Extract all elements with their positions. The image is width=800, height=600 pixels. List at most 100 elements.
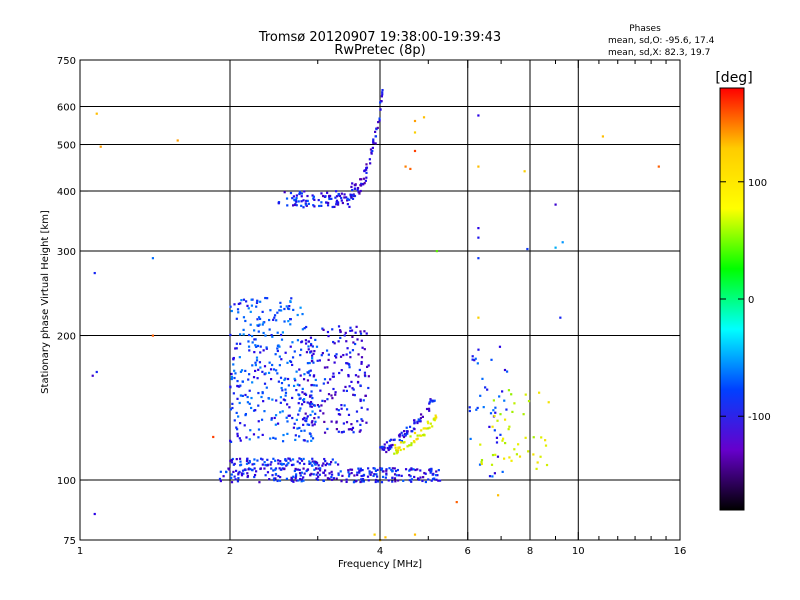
scatter-point <box>269 368 273 371</box>
scatter-point <box>394 480 397 483</box>
scatter-point <box>397 479 400 482</box>
scatter-point <box>292 384 296 388</box>
scatter-point <box>261 458 264 461</box>
scatter-point <box>239 342 242 345</box>
scatter-point <box>399 448 402 452</box>
scatter-point <box>352 481 356 484</box>
scatter-point <box>239 460 242 463</box>
scatter-point <box>330 473 334 476</box>
scatter-point <box>359 399 362 403</box>
scatter-point <box>510 459 513 462</box>
scatter-point <box>279 475 282 479</box>
scatter-point <box>395 474 398 477</box>
scatter-point <box>356 338 359 341</box>
scatter-point <box>314 420 317 423</box>
scatter-point <box>336 201 340 204</box>
scatter-point <box>325 349 329 352</box>
scatter-point <box>274 437 277 440</box>
scatter-point <box>412 468 415 471</box>
scatter-point <box>524 393 527 396</box>
scatter-point <box>271 335 274 338</box>
scatter-point <box>310 435 313 438</box>
scatter-point <box>360 182 363 185</box>
scatter-point <box>503 418 507 421</box>
scatter-point <box>296 313 299 317</box>
scatter-point <box>233 376 236 380</box>
scatter-point <box>385 450 388 454</box>
scatter-point <box>280 462 283 465</box>
scatter-point <box>314 467 318 470</box>
scatter-point <box>393 443 397 447</box>
scatter-point <box>431 425 434 428</box>
scatter-point <box>261 433 264 437</box>
scatter-point <box>299 477 302 481</box>
scatter-point <box>229 305 232 308</box>
scatter-point <box>367 375 370 378</box>
scatter-point <box>307 340 311 343</box>
scatter-point <box>234 372 237 375</box>
scatter-point <box>255 470 258 473</box>
scatter-point <box>359 467 362 470</box>
scatter-point <box>359 423 362 426</box>
scatter-point <box>299 458 302 461</box>
scatter-point <box>391 469 394 473</box>
scatter-point <box>409 435 412 438</box>
scatter-point <box>246 474 250 478</box>
scatter-point <box>477 165 480 168</box>
scatter-point <box>292 475 295 478</box>
scatter-point <box>247 468 250 471</box>
scatter-point <box>305 199 308 202</box>
scatter-point <box>335 408 338 411</box>
scatter-point <box>354 183 357 186</box>
scatter-point <box>374 142 377 145</box>
scatter-point <box>230 473 233 476</box>
scatter-point <box>278 364 281 367</box>
scatter-point <box>340 480 343 483</box>
scatter-point <box>245 300 248 303</box>
scatter-point <box>400 439 404 443</box>
scatter-point <box>380 100 383 103</box>
scatter-point <box>293 377 296 380</box>
scatter-point <box>232 463 235 466</box>
scatter-point <box>511 410 514 413</box>
scatter-point <box>375 127 378 130</box>
scatter-point <box>278 479 282 482</box>
scatter-point <box>345 353 348 356</box>
scatter-point <box>301 312 304 316</box>
scatter-point <box>257 428 261 431</box>
scatter-point <box>234 347 237 350</box>
scatter-point <box>496 419 499 422</box>
scatter-point <box>232 392 235 395</box>
scatter-point <box>477 257 480 260</box>
scatter-point <box>306 401 309 404</box>
scatter-point <box>249 310 252 313</box>
scatter-point <box>425 407 429 411</box>
scatter-point <box>244 468 247 472</box>
scatter-point <box>332 340 335 344</box>
scatter-point <box>283 191 286 194</box>
scatter-point <box>321 464 324 467</box>
scatter-point <box>379 101 382 104</box>
scatter-point <box>289 300 292 303</box>
scatter-point <box>300 429 303 433</box>
scatter-point <box>237 473 240 476</box>
scatter-point <box>321 352 324 355</box>
scatter-point <box>239 422 242 425</box>
scatter-point <box>280 386 283 390</box>
scatter-point <box>358 430 361 433</box>
chart-title: Tromsø 20120907 19:38:00-19:39:43 <box>258 30 501 45</box>
y-tick-label: 300 <box>57 247 76 258</box>
scatter-point <box>219 479 222 483</box>
scatter-point <box>95 370 98 374</box>
scatter-point <box>230 481 234 484</box>
scatter-point <box>239 333 242 336</box>
scatter-point <box>255 356 259 359</box>
scatter-point <box>561 241 564 244</box>
scatter-point <box>357 353 360 356</box>
scatter-point <box>348 198 351 201</box>
scatter-point <box>494 453 497 456</box>
scatter-point <box>361 419 364 422</box>
scatter-point <box>532 453 535 456</box>
scatter-point <box>429 471 432 474</box>
scatter-point <box>498 395 501 398</box>
